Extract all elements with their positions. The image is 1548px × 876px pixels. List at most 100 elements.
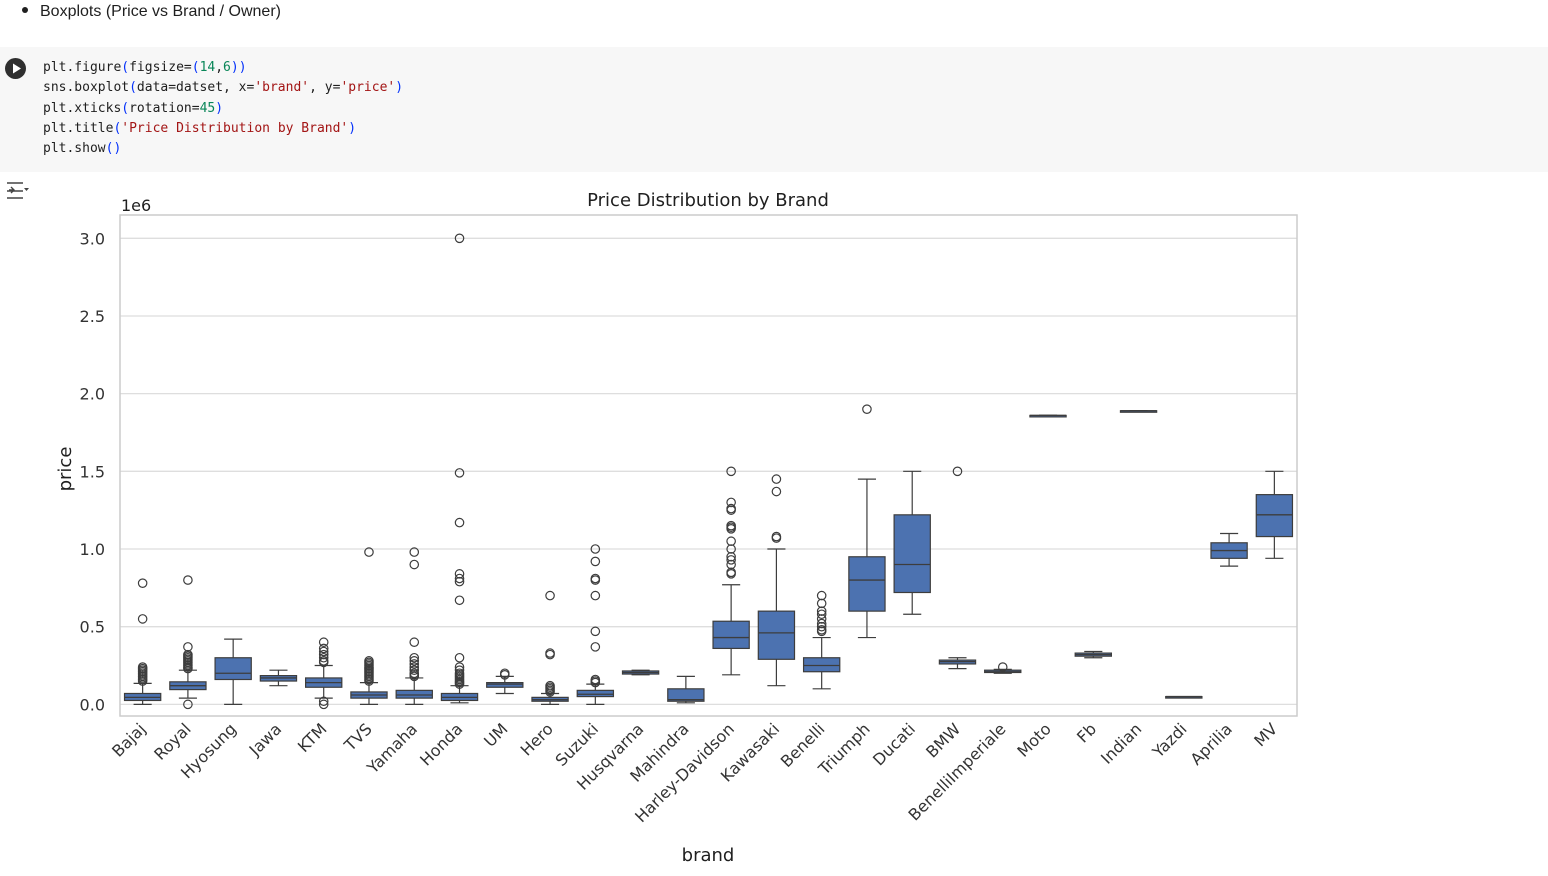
outlier-point	[590, 626, 601, 637]
outlier-point	[454, 468, 465, 478]
outlier-point	[183, 649, 193, 660]
outlier-point	[183, 642, 193, 652]
x-axis-label: brand	[682, 845, 735, 866]
box-iqr	[486, 682, 524, 688]
chart-title: Price Distribution by Brand	[587, 190, 829, 211]
x-tick-label: Fb	[1073, 719, 1100, 746]
outlier-point	[454, 595, 465, 606]
y-tick-labels: 0.0 0.5 1.0 1.5 2.0 2.5 3.0	[80, 229, 105, 714]
outlier-point	[816, 590, 827, 601]
code-line-4: plt.title('Price Distribution by Brand')	[43, 120, 357, 136]
outlier-point	[590, 590, 601, 601]
outlier-point	[409, 559, 420, 570]
box-yamaha	[395, 547, 433, 705]
outlier-point	[952, 466, 963, 477]
outlier-point	[454, 233, 465, 244]
code-cell[interactable]	[0, 47, 1548, 172]
code-line-2: sns.boxplot(data=datset, x='brand', y='p…	[43, 80, 404, 96]
outlier-point	[726, 503, 736, 514]
code-editor[interactable]: plt.figure(figsize=(14,6)) sns.boxplot(d…	[43, 58, 403, 159]
grid-lines	[120, 237, 1297, 705]
code-line-3: plt.xticks(rotation=45)	[43, 100, 224, 116]
run-cell-button[interactable]	[5, 58, 26, 79]
outlier-point	[137, 662, 148, 672]
x-tick-label: Yazdi	[1148, 719, 1191, 762]
box-suzuki	[576, 544, 615, 705]
y-tick-label: 2.5	[80, 307, 105, 326]
outlier-point	[318, 699, 329, 710]
outlier-point	[454, 569, 465, 579]
y-tick-label: 0.5	[80, 618, 105, 637]
box-iqr	[1255, 494, 1294, 538]
outlier-point	[137, 614, 148, 624]
outlier-point	[318, 656, 329, 666]
outlier-point	[816, 609, 827, 620]
boxes	[123, 233, 1294, 710]
y-tick-label: 2.0	[80, 385, 105, 404]
box-iqr	[757, 610, 796, 660]
y-tick-label: 3.0	[80, 229, 105, 248]
x-tick-label: Jawa	[245, 719, 286, 760]
outlier-point	[409, 665, 420, 675]
outlier-point	[816, 624, 827, 635]
outlier-point	[318, 649, 329, 660]
outlier-point	[816, 606, 827, 616]
play-icon	[13, 63, 21, 74]
box-yazdi	[1165, 695, 1203, 699]
box-iqr	[848, 556, 886, 612]
outlier-point	[409, 668, 420, 679]
box-tvs	[350, 547, 388, 705]
outlier-point	[816, 618, 827, 629]
outlier-point	[726, 544, 736, 554]
outlier-point	[409, 656, 420, 666]
box-iqr	[712, 620, 750, 650]
outlier-point	[726, 520, 736, 531]
code-line-5: plt.show()	[43, 141, 122, 157]
x-tick-label: BMW	[922, 719, 964, 761]
box-iqr	[395, 689, 433, 699]
outlier-point	[454, 662, 465, 672]
outlier-point	[454, 517, 465, 528]
outlier-point	[364, 547, 374, 557]
box-iqr	[667, 688, 705, 702]
outlier-point	[545, 648, 555, 658]
box-kawasaki	[757, 474, 796, 687]
outlier-point	[726, 466, 736, 477]
box-honda	[440, 233, 479, 704]
y-tick-label: 1.5	[80, 462, 105, 481]
box-benelliimperiale	[984, 662, 1022, 674]
x-tick-label: MV	[1250, 719, 1281, 750]
outlier-point	[409, 662, 420, 672]
outlier-point	[409, 637, 420, 648]
outlier-point	[409, 547, 420, 557]
y-tick-label: 1.0	[80, 540, 105, 559]
box-iqr	[214, 657, 252, 681]
outlier-point	[318, 637, 329, 648]
outlier-point	[816, 621, 827, 632]
box-indian	[1119, 410, 1158, 413]
bullet-dot	[22, 7, 28, 14]
outlier-point	[726, 497, 736, 508]
box-ktm	[305, 637, 343, 710]
outlier-point	[590, 674, 601, 685]
plot-frame	[119, 214, 1298, 717]
outlier-point	[454, 668, 465, 679]
y-tick-label: 0.0	[80, 695, 105, 714]
box-triumph	[848, 404, 886, 639]
outlier-point	[545, 680, 555, 691]
markdown-bullet-text: Boxplots (Price vs Brand / Owner)	[40, 3, 281, 20]
outlier-point	[997, 662, 1008, 672]
outlier-point	[590, 544, 601, 554]
outlier-point	[771, 474, 782, 484]
output-toggle-icon[interactable]	[5, 180, 29, 200]
outlier-point	[454, 665, 465, 675]
x-tick-label: KTM	[294, 719, 331, 756]
box-royal	[169, 575, 207, 710]
outlier-point	[183, 699, 193, 710]
outlier-point	[726, 536, 736, 547]
box-hyosung	[214, 638, 252, 705]
x-tick-label: Honda	[416, 719, 466, 769]
outlier-point	[590, 642, 601, 652]
outlier-point	[726, 559, 736, 570]
x-tick-label: Indian	[1097, 719, 1145, 767]
